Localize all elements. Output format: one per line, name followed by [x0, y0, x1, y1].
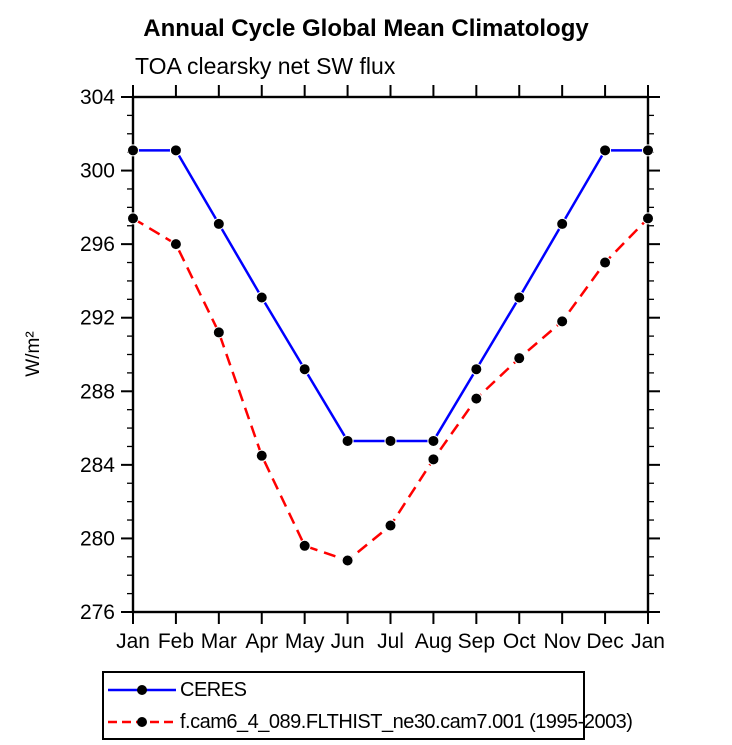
data-point [427, 434, 440, 447]
plot-area: 276 280 284 288 292 296 300 304 Jan Feb Mar Apr May J… [80, 85, 665, 653]
data-point [169, 238, 182, 251]
data-point [470, 392, 483, 405]
data-point [255, 291, 268, 304]
y-tick-label: 276 [80, 601, 115, 624]
x-tick-label: Sep [458, 630, 495, 653]
data-point [255, 449, 268, 462]
x-tick-label: Feb [158, 630, 194, 653]
x-tick-label: May [285, 630, 325, 653]
data-point [127, 212, 139, 225]
y-tick-label: 280 [80, 527, 115, 550]
legend-box: CERES f.cam6_4_089.FLTHIST_ne30.cam7.001… [102, 671, 633, 740]
x-tick-label: Aug [415, 630, 452, 653]
y-tick-label: 296 [80, 233, 115, 256]
data-point [384, 434, 397, 447]
legend-item-ceres: CERES [107, 677, 247, 703]
x-tick-label: Apr [245, 630, 278, 653]
legend-marker-solid-line-dot-icon [108, 685, 176, 695]
legend-marker-dashed-line-dot-icon [108, 717, 176, 727]
plot-frame [131, 95, 650, 614]
legend-item-model: f.cam6_4_089.FLTHIST_ne30.cam7.001 (1995… [107, 709, 633, 735]
x-tick-label: Jan [631, 630, 665, 653]
legend-label-ceres: CERES [180, 678, 247, 701]
y-tick-label: 292 [80, 307, 115, 330]
data-point [599, 144, 612, 157]
data-point [427, 453, 440, 466]
legend-label-model: f.cam6_4_089.FLTHIST_ne30.cam7.001 (1995… [180, 710, 633, 733]
data-point [127, 144, 139, 157]
data-point [470, 363, 483, 376]
data-point [298, 363, 311, 376]
x-tick-label: Dec [586, 630, 623, 653]
data-point [298, 539, 311, 552]
x-tick-label: Jan [116, 630, 150, 653]
data-point [513, 291, 526, 304]
data-point [642, 144, 654, 157]
y-tick-label: 304 [80, 86, 115, 109]
y-tick-label: 288 [80, 380, 115, 403]
x-tick-label: Jul [377, 630, 404, 653]
data-point [169, 144, 182, 157]
data-point [513, 352, 526, 365]
y-tick-label: 284 [80, 454, 115, 477]
x-tick-label: Jun [331, 630, 365, 653]
data-point [599, 256, 612, 269]
data-point [212, 326, 225, 339]
data-point [341, 554, 354, 567]
data-point [212, 217, 225, 230]
chart-subtitle: TOA clearsky net SW flux [135, 53, 396, 79]
data-point [556, 217, 569, 230]
x-tick-label: Mar [201, 630, 237, 653]
data-point [341, 434, 354, 447]
data-point [642, 212, 654, 225]
series-line-model [132, 217, 649, 562]
chart-title: Annual Cycle Global Mean Climatology [143, 15, 589, 42]
y-tick-label: 300 [80, 160, 115, 183]
x-tick-label: Oct [503, 630, 536, 653]
data-point [556, 315, 569, 328]
x-tick-label: Nov [543, 630, 581, 653]
series-line-ceres [133, 149, 648, 443]
data-point [384, 519, 397, 532]
